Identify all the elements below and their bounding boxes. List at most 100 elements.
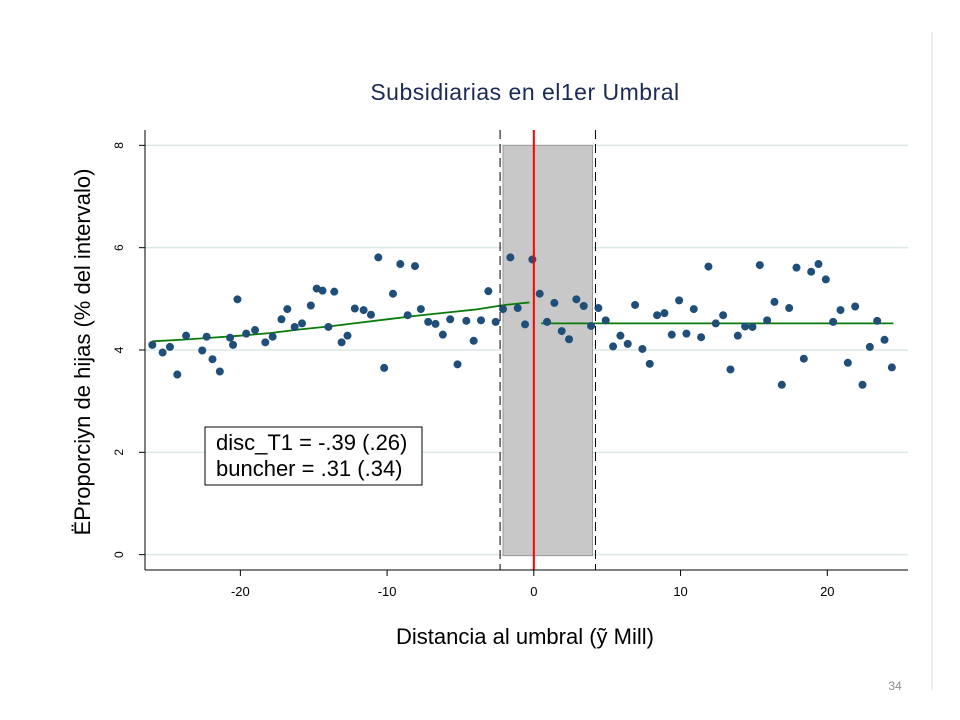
- scatter-point-36: [416, 305, 425, 314]
- scatter-point-79: [733, 331, 742, 340]
- scatter-point-14: [261, 338, 270, 347]
- scatter-point-5: [198, 346, 207, 355]
- scatter-point-43: [469, 336, 478, 345]
- scatter-point-62: [609, 342, 618, 351]
- scatter-point-73: [689, 305, 698, 314]
- scatter-point-92: [829, 317, 838, 326]
- scatter-point-80: [741, 322, 750, 331]
- scatter-point-90: [814, 260, 823, 269]
- scatter-point-8: [215, 367, 224, 376]
- scatter-point-19: [298, 319, 307, 328]
- scatter-point-94: [843, 358, 852, 367]
- scatter-point-70: [667, 330, 676, 339]
- x-tick-label-3: 10: [673, 584, 687, 599]
- band-rect: [502, 144, 594, 557]
- scatter-point-61: [601, 316, 610, 325]
- scatter-point-29: [366, 310, 375, 319]
- scatter-point-41: [453, 360, 462, 369]
- scatter-point-53: [543, 317, 552, 326]
- scatter-point-55: [557, 327, 566, 336]
- scatter-point-97: [865, 342, 874, 351]
- scatter-point-66: [638, 344, 647, 353]
- scatter-points: [148, 253, 896, 389]
- y-tick-label-3: 6: [112, 244, 126, 251]
- scatter-point-85: [777, 380, 786, 389]
- scatter-point-25: [337, 338, 346, 347]
- scatter-point-65: [631, 300, 640, 309]
- scatter-point-2: [165, 342, 174, 351]
- stats-annotation: disc_T1 = -.39 (.26) buncher = .31 (.34): [204, 426, 423, 486]
- scatter-point-69: [660, 309, 669, 318]
- scatter-point-4: [182, 331, 191, 340]
- scatter-point-59: [587, 321, 596, 330]
- scatter-point-76: [711, 319, 720, 328]
- scatter-point-42: [462, 316, 471, 325]
- y-tick-label-0: 0: [112, 551, 126, 558]
- scatter-point-83: [763, 316, 772, 325]
- scatter-point-54: [550, 298, 559, 307]
- scatter-point-96: [858, 380, 867, 389]
- scatter-point-60: [594, 304, 603, 313]
- scatter-point-77: [719, 311, 728, 320]
- y-tick-label-4: 8: [112, 142, 126, 149]
- reference-lines: [499, 130, 596, 570]
- scatter-point-17: [283, 305, 292, 314]
- scatter-point-68: [653, 311, 662, 320]
- y-ticks: 0 2 4 6 8: [112, 142, 145, 558]
- shaded-band: [502, 144, 594, 557]
- stats-box: [204, 426, 423, 486]
- scatter-point-27: [350, 304, 359, 313]
- scatter-point-22: [318, 286, 327, 295]
- scatter-point-47: [499, 305, 508, 314]
- scatter-point-52: [535, 289, 544, 298]
- fit-line-left: [152, 301, 530, 343]
- scatter-point-78: [726, 365, 735, 374]
- scatter-point-10: [229, 340, 238, 349]
- scatter-point-50: [521, 320, 530, 329]
- scatter-point-45: [484, 287, 493, 296]
- y-tick-label-2: 4: [112, 346, 126, 353]
- scatter-point-28: [359, 306, 368, 315]
- scatter-point-49: [513, 304, 522, 313]
- chart-title: Subsidiarias en el1er Umbral: [370, 79, 679, 105]
- x-tick-label-1: -10: [378, 584, 397, 599]
- scatter-point-0: [148, 340, 157, 349]
- scatter-point-11: [233, 295, 242, 304]
- scatter-point-95: [851, 302, 860, 311]
- scatter-point-91: [821, 275, 830, 284]
- x-ticks: -20 -10 0 10 20: [231, 570, 835, 599]
- scatter-point-100: [887, 363, 896, 372]
- scatter-point-13: [251, 326, 260, 335]
- scatter-point-30: [374, 253, 383, 262]
- scatter-point-37: [424, 317, 433, 326]
- scatter-point-20: [306, 301, 315, 310]
- scatter-point-7: [208, 355, 217, 364]
- page-number: 34: [888, 679, 902, 693]
- scatter-point-75: [704, 262, 713, 271]
- scatter-point-15: [268, 332, 277, 341]
- scatter-point-16: [277, 315, 286, 324]
- scatter-point-87: [792, 263, 801, 272]
- scatter-point-64: [623, 339, 632, 348]
- scatter-point-24: [330, 287, 339, 296]
- scatter-point-82: [755, 261, 764, 270]
- scatter-point-81: [748, 322, 757, 331]
- scatter-point-26: [343, 331, 352, 340]
- scatter-point-1: [158, 348, 167, 357]
- scatter-point-86: [785, 304, 794, 313]
- scatter-point-31: [380, 363, 389, 372]
- scatter-point-51: [528, 255, 537, 264]
- scatter-point-67: [645, 359, 654, 368]
- scatter-point-12: [242, 329, 251, 338]
- scatter-point-34: [403, 311, 412, 320]
- scatter-point-57: [572, 295, 581, 304]
- scatter-point-6: [202, 332, 211, 341]
- scatter-point-58: [579, 302, 588, 310]
- scatter-point-40: [446, 315, 455, 324]
- scatter-point-48: [506, 253, 515, 262]
- scatter-point-46: [491, 317, 500, 326]
- scatter-point-84: [770, 297, 779, 306]
- scatter-point-98: [873, 316, 882, 325]
- stats-line-buncher: buncher = .31 (.34): [216, 456, 403, 481]
